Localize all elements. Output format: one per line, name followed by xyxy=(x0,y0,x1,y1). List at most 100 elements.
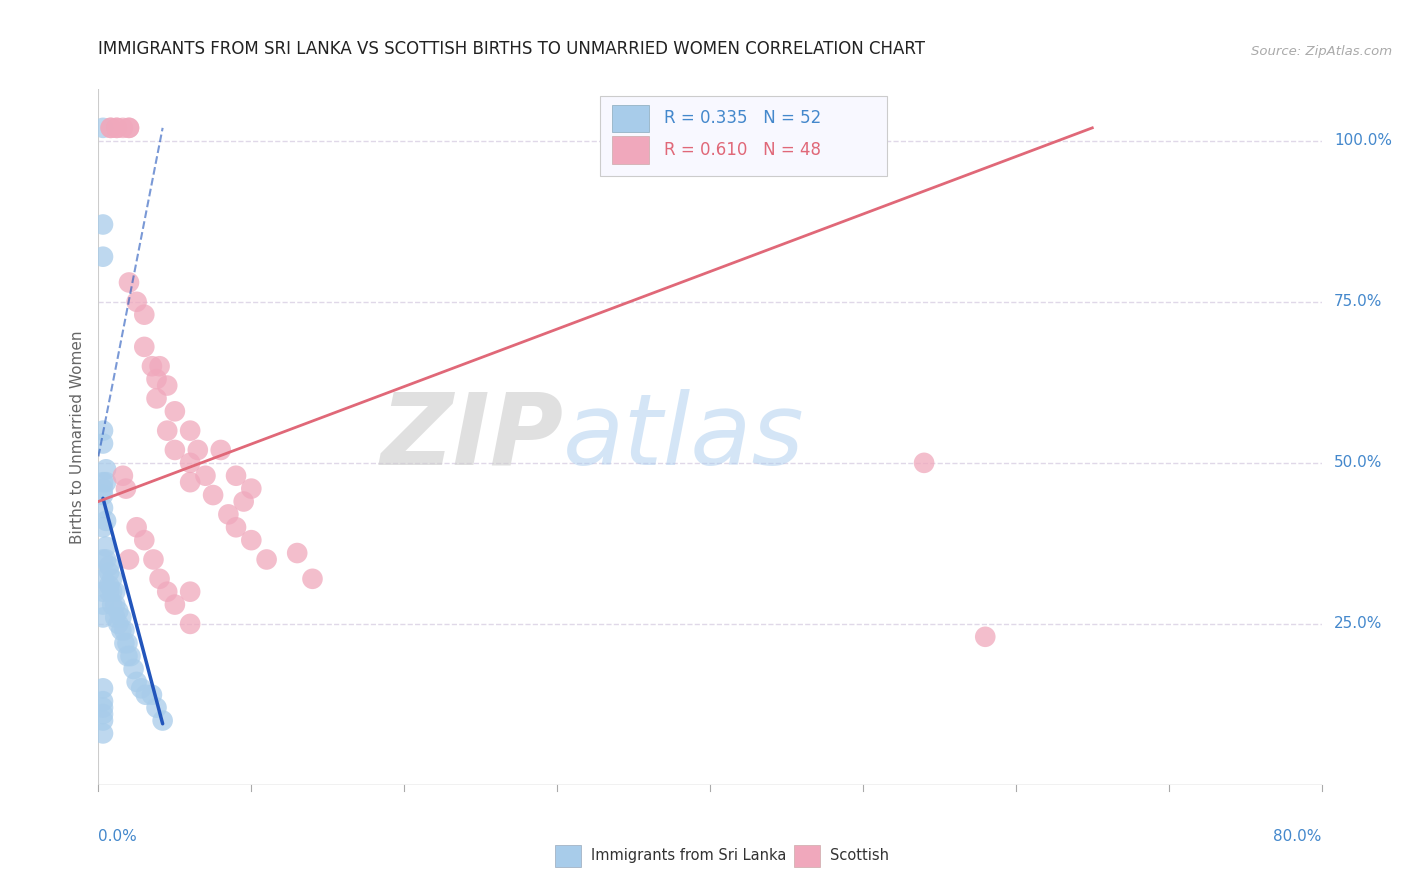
Point xyxy=(117,636,139,650)
Text: 25.0%: 25.0% xyxy=(1334,616,1382,632)
Point xyxy=(125,520,148,534)
Text: Immigrants from Sri Lanka: Immigrants from Sri Lanka xyxy=(591,848,786,863)
Point xyxy=(91,572,114,586)
Point xyxy=(179,475,201,490)
Point xyxy=(104,584,127,599)
Text: 0.0%: 0.0% xyxy=(98,829,138,844)
Point xyxy=(125,674,148,689)
Point xyxy=(98,566,121,580)
Point xyxy=(163,442,186,457)
Point xyxy=(118,276,141,290)
Point xyxy=(187,442,209,457)
Point xyxy=(225,468,247,483)
Point xyxy=(91,500,114,515)
Point xyxy=(118,552,141,566)
Point xyxy=(285,546,308,560)
Point xyxy=(149,572,172,586)
Point xyxy=(105,120,128,135)
Point xyxy=(111,468,134,483)
Point xyxy=(98,584,121,599)
Point xyxy=(101,598,124,612)
Text: 50.0%: 50.0% xyxy=(1334,455,1382,470)
Point xyxy=(110,624,132,638)
Point xyxy=(94,475,117,490)
Point xyxy=(209,442,232,457)
Point xyxy=(135,688,157,702)
Point xyxy=(141,359,163,374)
Point xyxy=(145,372,167,386)
Point xyxy=(91,726,114,740)
Point xyxy=(91,610,114,624)
Point xyxy=(91,598,114,612)
Point xyxy=(115,482,138,496)
Point xyxy=(145,392,167,406)
Point xyxy=(91,700,114,714)
Point xyxy=(156,424,179,438)
Point xyxy=(156,584,179,599)
Point xyxy=(91,694,114,708)
Text: IMMIGRANTS FROM SRI LANKA VS SCOTTISH BIRTHS TO UNMARRIED WOMEN CORRELATION CHAR: IMMIGRANTS FROM SRI LANKA VS SCOTTISH BI… xyxy=(98,40,925,58)
Point xyxy=(134,533,156,548)
Point xyxy=(118,120,141,135)
Point xyxy=(120,649,142,664)
Point xyxy=(91,436,114,450)
Point xyxy=(91,520,114,534)
Point xyxy=(202,488,225,502)
Point xyxy=(179,424,201,438)
Point xyxy=(145,700,167,714)
Bar xyxy=(612,136,648,163)
Point xyxy=(110,610,132,624)
Point xyxy=(98,578,121,592)
Point xyxy=(179,584,201,599)
Point xyxy=(94,540,117,554)
Point xyxy=(91,475,114,490)
Point xyxy=(225,520,247,534)
Point xyxy=(122,662,145,676)
Point xyxy=(149,359,172,374)
Point xyxy=(112,624,135,638)
Text: Source: ZipAtlas.com: Source: ZipAtlas.com xyxy=(1251,45,1392,58)
Point xyxy=(98,558,121,573)
Point xyxy=(91,584,114,599)
Point xyxy=(91,424,114,438)
Point xyxy=(194,468,217,483)
Point xyxy=(240,533,263,548)
Point xyxy=(912,456,935,470)
Text: Scottish: Scottish xyxy=(830,848,889,863)
Point xyxy=(240,482,263,496)
Point xyxy=(179,616,201,631)
Point xyxy=(100,120,122,135)
Point xyxy=(118,120,141,135)
Point xyxy=(152,714,174,728)
Point xyxy=(105,120,128,135)
Point xyxy=(163,404,186,418)
Point xyxy=(125,294,148,309)
Text: R = 0.335   N = 52: R = 0.335 N = 52 xyxy=(664,110,821,128)
Point xyxy=(112,636,135,650)
Point xyxy=(94,514,117,528)
Point xyxy=(100,120,122,135)
Point xyxy=(163,598,186,612)
Point xyxy=(134,340,156,354)
Point xyxy=(107,616,129,631)
Point xyxy=(156,378,179,392)
Point xyxy=(91,488,114,502)
Point xyxy=(91,218,114,232)
Point xyxy=(974,630,997,644)
Text: 75.0%: 75.0% xyxy=(1334,294,1382,310)
Point xyxy=(91,714,114,728)
Y-axis label: Births to Unmarried Women: Births to Unmarried Women xyxy=(69,330,84,544)
Text: atlas: atlas xyxy=(564,389,804,485)
Point xyxy=(301,572,323,586)
Point xyxy=(256,552,278,566)
Text: R = 0.610   N = 48: R = 0.610 N = 48 xyxy=(664,141,821,159)
Text: 80.0%: 80.0% xyxy=(1274,829,1322,844)
Point xyxy=(179,456,201,470)
Point xyxy=(91,250,114,264)
Point xyxy=(141,688,163,702)
Point xyxy=(117,649,139,664)
Point xyxy=(91,552,114,566)
Point xyxy=(91,482,114,496)
Point xyxy=(111,120,134,135)
Point xyxy=(91,681,114,696)
